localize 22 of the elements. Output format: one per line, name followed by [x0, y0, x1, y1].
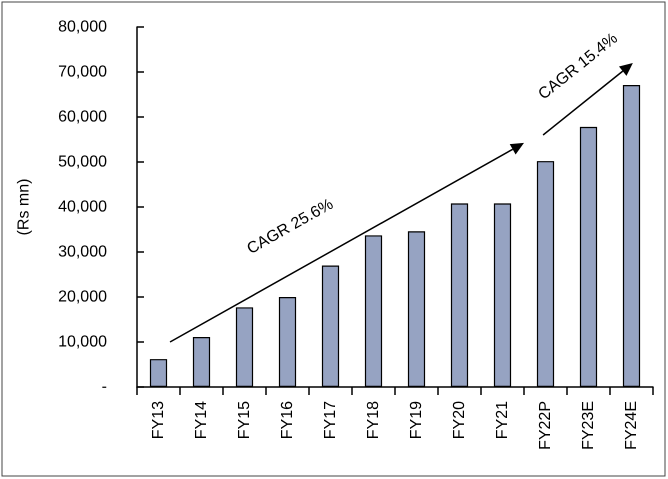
y-tick-label: 80,000	[58, 18, 108, 36]
x-tick-label: FY19	[408, 400, 425, 440]
x-tick-label: FY22P	[537, 401, 554, 450]
x-tick-label: FY15	[236, 400, 253, 440]
x-tick-label: FY17	[322, 400, 339, 440]
y-tick-label: 40,000	[58, 198, 108, 216]
y-tick-label: 20,000	[58, 288, 108, 306]
x-tick-label: FY21	[494, 400, 511, 440]
y-tick-label: 70,000	[58, 64, 108, 80]
y-tick-label: 50,000	[58, 154, 108, 170]
y-tick-label: 60,000	[58, 108, 108, 126]
x-tick-label: FY14	[193, 400, 210, 440]
y-tick-label: 30,000	[58, 244, 108, 260]
x-tick-label: FY23E	[580, 401, 597, 450]
x-tick-label: FY20	[451, 400, 468, 440]
y-axis-title: (Rs mn)	[16, 178, 32, 236]
y-tick-label: -	[102, 378, 107, 396]
x-tick-label: FY16	[279, 400, 296, 440]
y-tick-label: 10,000	[58, 334, 108, 350]
x-tick-label: FY24E	[623, 401, 640, 450]
x-tick-label: FY13	[150, 400, 167, 440]
x-tick-label: FY18	[365, 400, 382, 440]
